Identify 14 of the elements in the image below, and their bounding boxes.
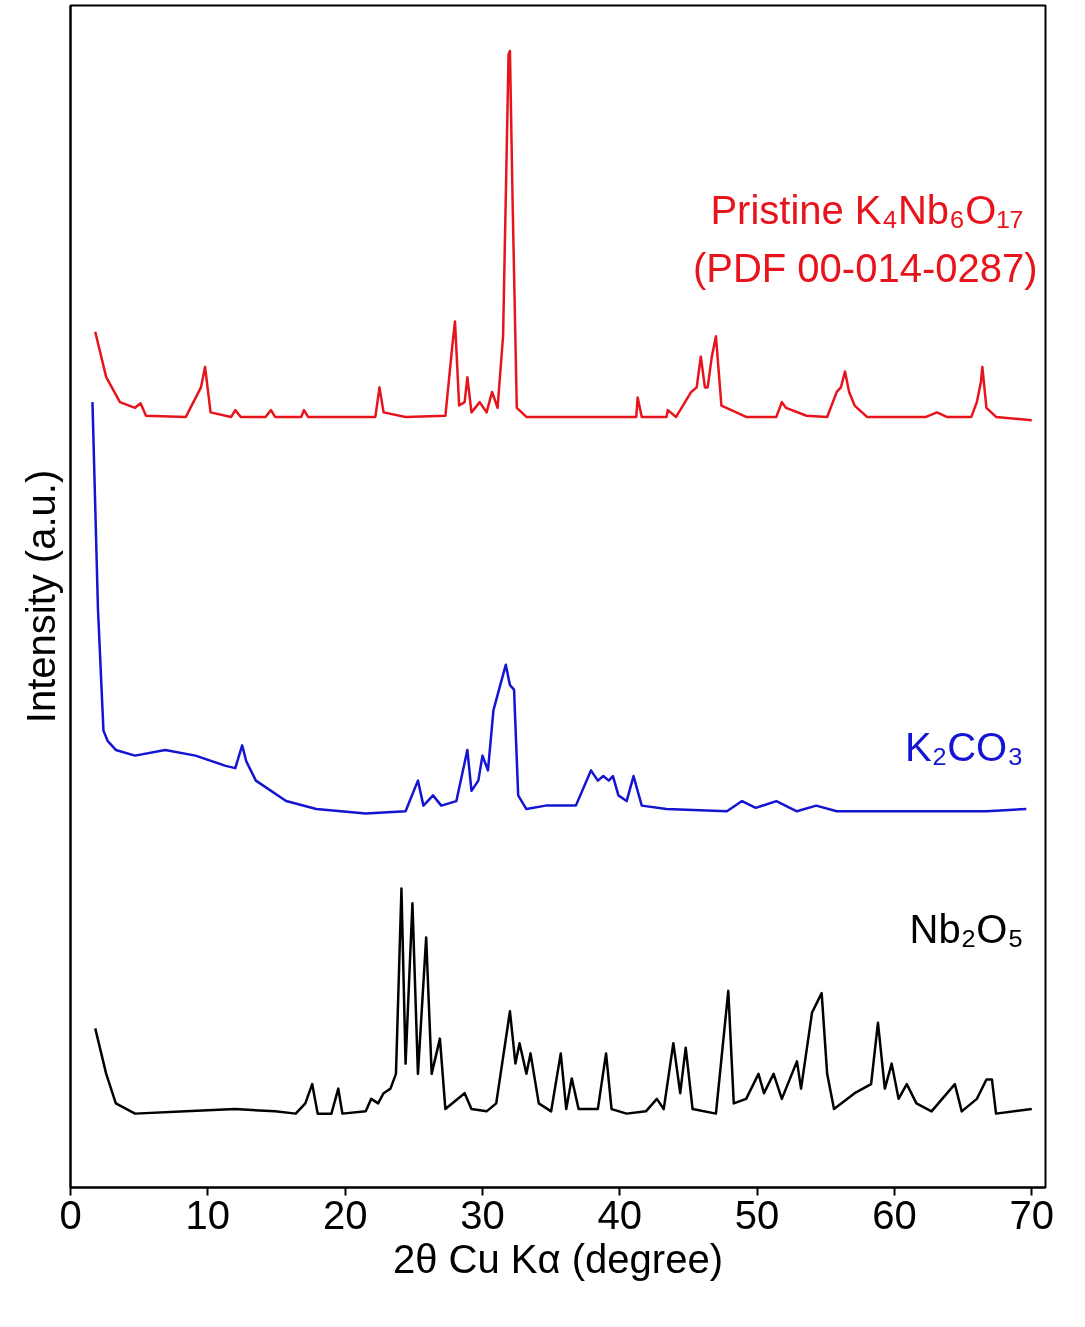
x-tick-label: 20 bbox=[322, 1192, 368, 1237]
x-tick-label: 30 bbox=[460, 1192, 505, 1237]
series-label: Nb₂O₅ bbox=[909, 907, 1024, 952]
text: Pristine K₄Nb₆O₁₇ bbox=[710, 188, 1024, 233]
x-tick-label: 70 bbox=[1009, 1192, 1055, 1237]
x-tick-label: 60 bbox=[872, 1192, 917, 1237]
x-axis-title: 2θ Cu Kα (degree) bbox=[393, 1236, 723, 1281]
series-label: K₂CO₃ bbox=[905, 725, 1024, 770]
annotation: (PDF 00-014-0287) bbox=[692, 246, 1038, 291]
x-tick-label: 0 bbox=[59, 1192, 82, 1237]
x-tick-label: 10 bbox=[185, 1192, 231, 1237]
x-tick-label: 40 bbox=[597, 1192, 643, 1237]
y-axis-title: Intensity (a.u.) bbox=[18, 469, 63, 724]
x-tick-label: 50 bbox=[734, 1192, 780, 1237]
